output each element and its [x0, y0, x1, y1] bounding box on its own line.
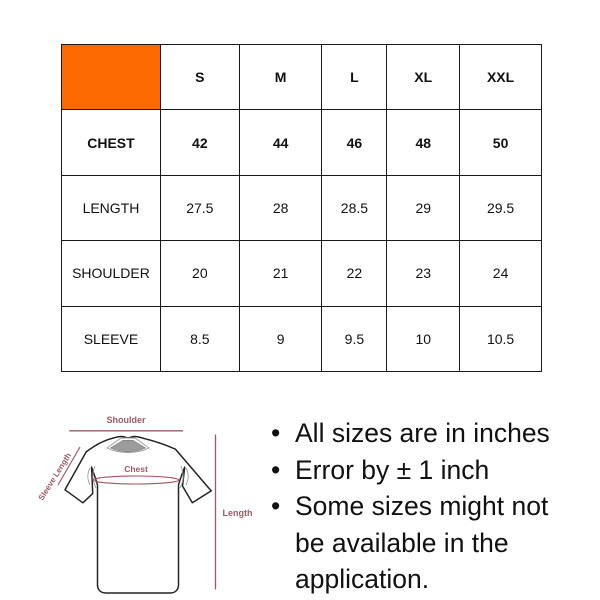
svg-text:Shoulder: Shoulder: [106, 415, 145, 425]
svg-text:Chest: Chest: [124, 464, 148, 474]
svg-text:Length: Length: [223, 508, 253, 518]
svg-text:Sleeve Length: Sleeve Length: [37, 451, 73, 502]
